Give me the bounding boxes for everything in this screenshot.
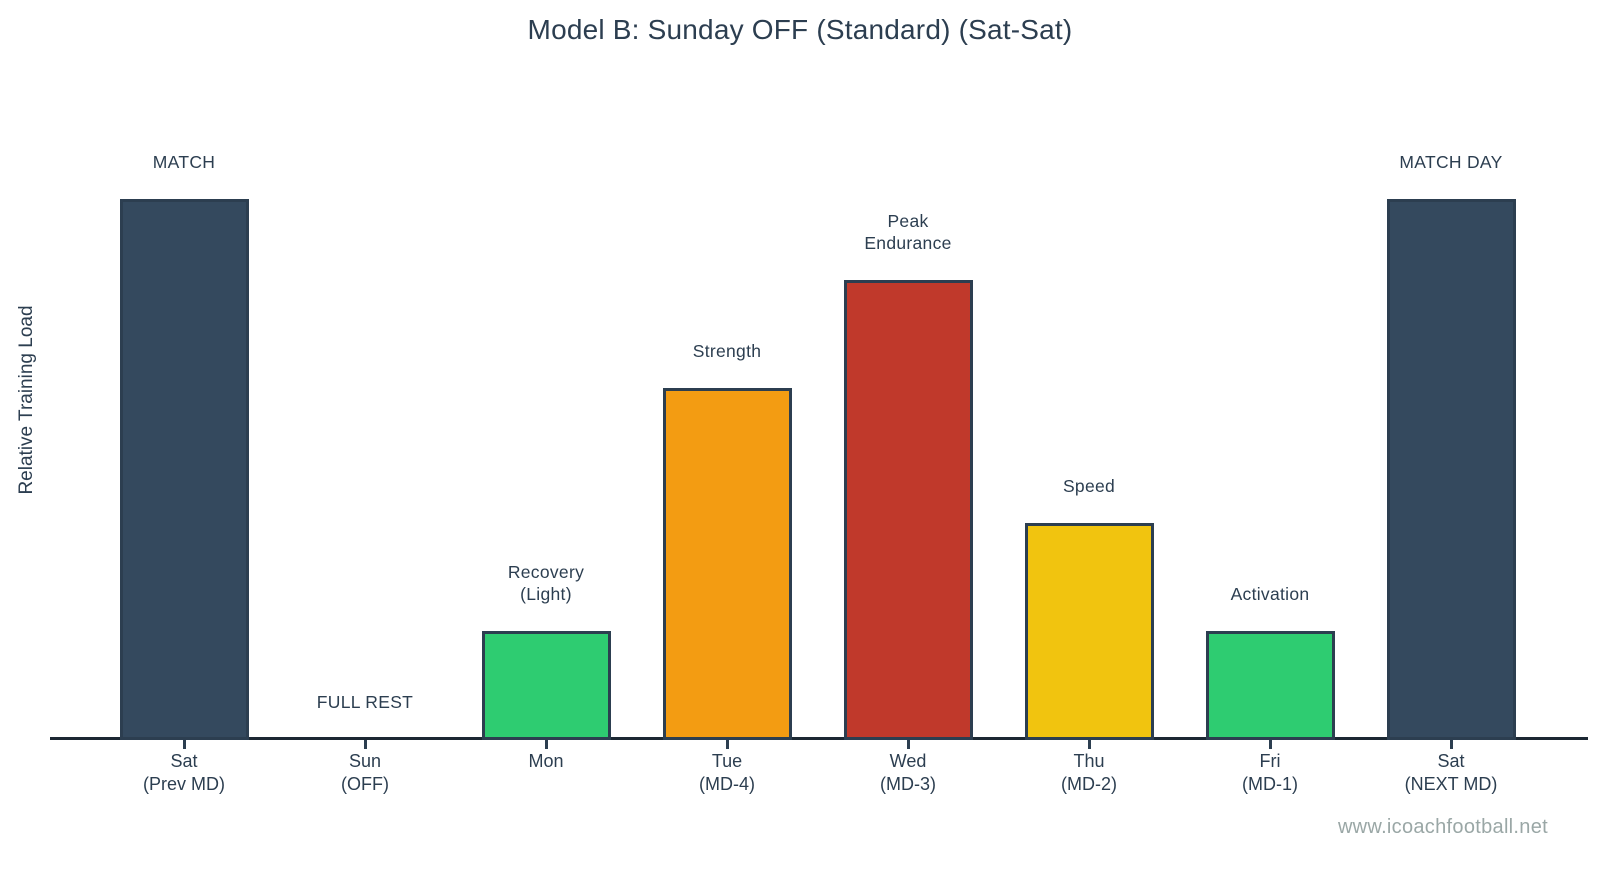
x-axis-line	[50, 737, 1588, 740]
chart-title: Model B: Sunday OFF (Standard) (Sat-Sat)	[527, 14, 1073, 45]
x-tick-mon	[544, 740, 548, 749]
x-tick-label-sun: Sun (OFF)	[341, 751, 389, 794]
x-tick-sat-prev	[182, 740, 186, 749]
annotation-thu: Speed	[1062, 476, 1116, 496]
annotation-fri: Activation	[1230, 584, 1310, 604]
annotation-mon: Recovery (Light)	[507, 562, 585, 604]
x-tick-label-sat-prev: Sat (Prev MD)	[143, 751, 225, 794]
bar-thu	[1024, 523, 1154, 740]
x-tick-sun	[363, 740, 367, 749]
x-tick-label-mon: Mon	[528, 751, 564, 771]
x-tick-sat-next	[1449, 740, 1453, 749]
annotation-sat-prev: MATCH	[152, 152, 216, 172]
x-tick-thu	[1087, 740, 1091, 749]
x-tick-label-fri: Fri (MD-1)	[1242, 751, 1298, 794]
annotation-sat-next: MATCH DAY	[1399, 152, 1503, 172]
bar-sat-prev	[119, 199, 249, 740]
annotation-wed: Peak Endurance	[864, 211, 952, 253]
bar-tue	[662, 388, 792, 740]
x-tick-wed	[906, 740, 910, 749]
x-tick-label-thu: Thu (MD-2)	[1061, 751, 1117, 794]
x-tick-tue	[725, 740, 729, 749]
bar-sat-next	[1386, 199, 1516, 740]
bar-wed	[843, 280, 973, 740]
watermark: www.icoachfootball.net	[1337, 816, 1548, 838]
annotation-sun: FULL REST	[316, 692, 414, 712]
bar-fri	[1205, 631, 1335, 740]
x-tick-label-sat-next: Sat (NEXT MD)	[1404, 751, 1498, 794]
annotation-tue: Strength	[692, 341, 762, 361]
x-tick-label-tue: Tue (MD-4)	[699, 751, 755, 794]
bar-mon	[481, 631, 611, 740]
x-tick-fri	[1268, 740, 1272, 749]
y-axis-label: Relative Training Load	[16, 305, 37, 495]
x-tick-label-wed: Wed (MD-3)	[880, 751, 936, 794]
